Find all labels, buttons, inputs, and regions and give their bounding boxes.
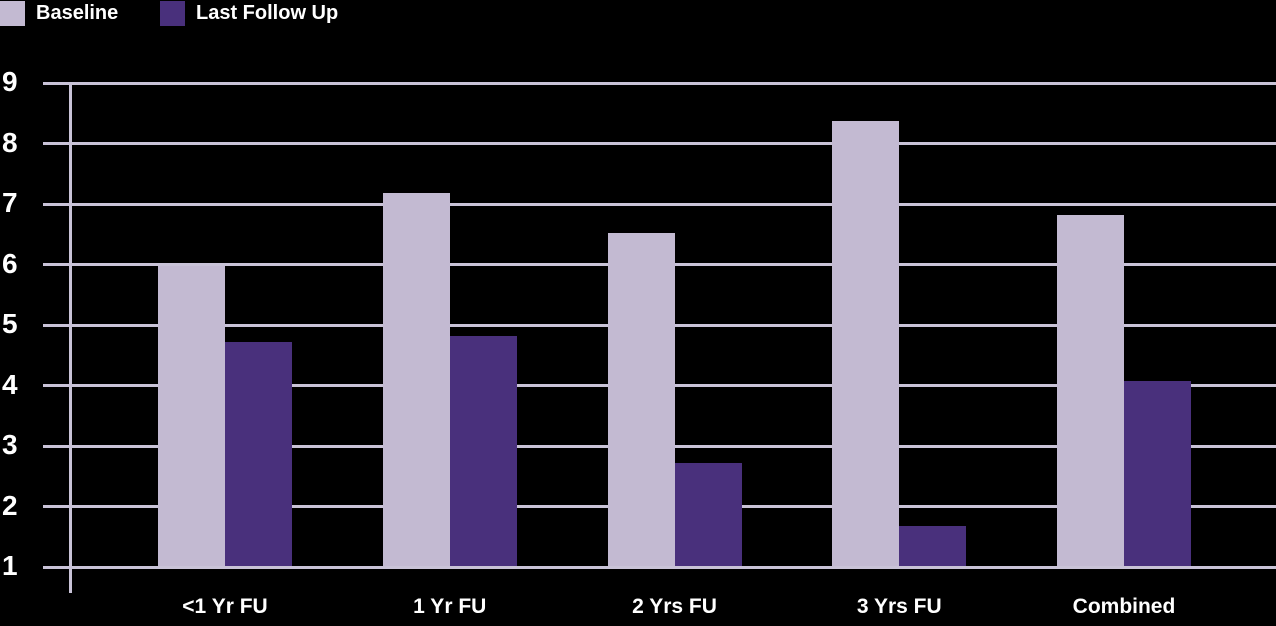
bar-last-follow-up-2-yrs-fu xyxy=(674,462,742,569)
legend-label-last-follow-up: Last Follow Up xyxy=(196,2,339,24)
x-label-2-yrs-fu: 2 Yrs FU xyxy=(632,595,717,618)
bar-baseline-2-yrs-fu xyxy=(607,232,675,569)
bar-baseline-1-yr-fu xyxy=(382,193,450,569)
x-label-1-yr-fu: <1 Yr FU xyxy=(182,595,268,618)
bar-baseline-combined xyxy=(1057,214,1124,569)
legend-swatch-last-follow-up xyxy=(160,0,185,26)
bar-last-follow-up-3-yrs-fu xyxy=(899,526,967,569)
y-tick-label-2: 2 xyxy=(2,489,18,521)
legend-label-baseline: Baseline xyxy=(36,2,119,24)
x-label-3-yrs-fu: 3 Yrs FU xyxy=(856,595,942,618)
gridline-y-1 xyxy=(43,565,1276,569)
gridline-y-7 xyxy=(43,202,1276,206)
y-tick-label-9: 9 xyxy=(2,66,18,97)
bar-last-follow-up-1-yr-fu xyxy=(449,335,517,569)
y-tick-label-8: 8 xyxy=(2,126,18,158)
bar-baseline-1-yr-fu xyxy=(158,266,225,569)
bar-last-follow-up-combined xyxy=(1124,380,1191,569)
legend-item-baseline: Baseline xyxy=(0,0,118,26)
legend-swatch-baseline xyxy=(0,0,25,26)
x-label-1-yr-fu: 1 Yr FU xyxy=(413,595,487,618)
x-label-combined: Combined xyxy=(1072,595,1176,618)
y-tick-label-6: 6 xyxy=(2,247,18,279)
y-tick-label-1: 1 xyxy=(2,550,18,581)
bar-baseline-3-yrs-fu xyxy=(832,120,900,569)
legend: Baseline Last Follow Up xyxy=(0,0,420,26)
legend-item-last-follow-up: Last Follow Up xyxy=(160,0,338,26)
bar-last-follow-up-1-yr-fu xyxy=(225,341,292,569)
y-tick-label-4: 4 xyxy=(2,368,18,400)
gridline-y-8 xyxy=(43,142,1276,145)
y-tick-label-7: 7 xyxy=(2,187,18,218)
y-axis-line xyxy=(69,81,72,593)
y-tick-label-3: 3 xyxy=(2,429,18,460)
gridline-y-9 xyxy=(43,81,1276,85)
y-tick-label-5: 5 xyxy=(2,308,18,339)
